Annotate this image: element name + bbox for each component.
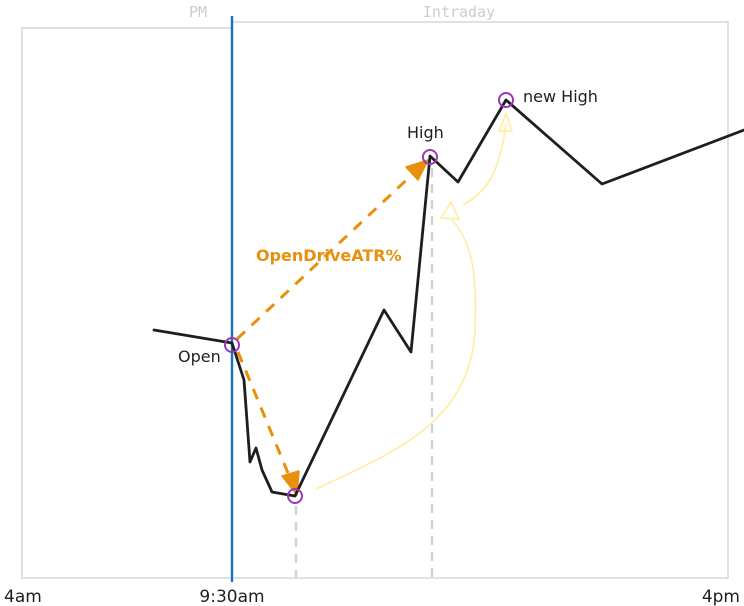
premarket-frame — [21, 27, 233, 579]
open-to-high-arrowhead — [405, 159, 429, 181]
open-drive-atr-label: OpenDriveATR% — [256, 246, 402, 265]
open-marker — [224, 337, 240, 353]
intraday-header: Intraday — [423, 3, 495, 21]
intraday-frame — [231, 21, 729, 579]
low-marker — [287, 488, 303, 504]
open-label: Open — [178, 347, 221, 366]
axis-end-label: 4pm — [702, 587, 740, 606]
new-high-marker — [498, 92, 514, 108]
high-arrowhead — [439, 200, 461, 220]
open-to-high-measure — [235, 169, 418, 341]
new-high-arrowhead — [497, 111, 514, 132]
high-to-new-high-curve — [462, 123, 507, 206]
price-line — [152, 98, 744, 498]
axis-open-time-label: 9:30am — [199, 587, 264, 606]
new-high-label: new High — [523, 87, 598, 106]
high-label: High — [407, 123, 444, 142]
premarket-header: PM — [189, 3, 207, 21]
low-to-high-curve — [315, 219, 477, 490]
open-to-low-measure — [236, 351, 292, 479]
axis-start-label: 4am — [4, 587, 42, 606]
high-marker — [422, 149, 438, 165]
